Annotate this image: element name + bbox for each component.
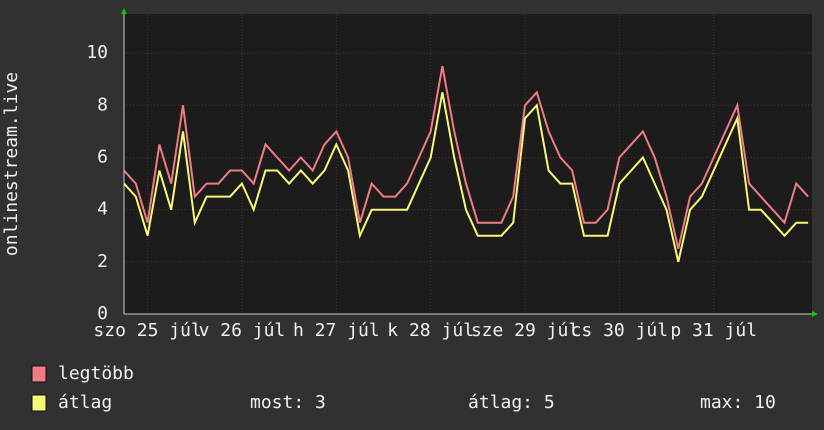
stat-label: max: 10 <box>700 392 776 413</box>
x-tick-label: sze 29 júl <box>471 320 579 341</box>
x-tick-label: cs 30 júl <box>571 320 669 341</box>
y-tick-label: 0 <box>97 303 108 324</box>
axis-arrow <box>812 311 818 317</box>
legend-swatch <box>31 365 47 383</box>
y-tick-label: 8 <box>97 94 108 115</box>
x-tick-label: k 28 júl <box>387 320 474 341</box>
series-line <box>123 92 809 263</box>
x-tick-label: p 31 júl <box>670 320 757 341</box>
legend-label: átlag <box>58 392 112 413</box>
x-tick-label: h 27 júl <box>293 320 380 341</box>
y-tick-label: 10 <box>86 42 108 63</box>
legend-swatch <box>31 394 47 412</box>
axis-arrow <box>121 8 127 14</box>
legend-label: legtöbb <box>58 363 134 384</box>
y-axis-label: onlinestream.live <box>1 72 22 256</box>
stat-label: most: 3 <box>250 392 326 413</box>
y-tick-label: 6 <box>97 146 108 167</box>
x-tick-label: v 26 júl <box>199 320 286 341</box>
x-tick-label: szo 25 júl <box>93 320 201 341</box>
series-line <box>123 66 809 250</box>
y-tick-label: 2 <box>97 251 108 272</box>
y-tick-label: 4 <box>97 199 108 220</box>
plot-area <box>124 14 812 314</box>
stat-label: átlag: 5 <box>468 392 555 413</box>
